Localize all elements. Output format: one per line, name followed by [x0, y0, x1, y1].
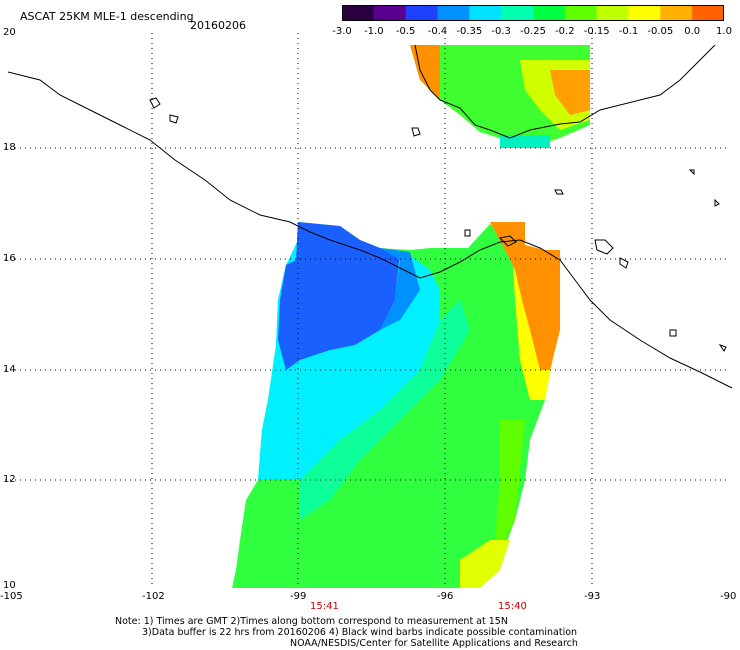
- colorbar-tick-label: -0.5: [395, 26, 416, 37]
- lat-label-20: 20: [3, 27, 16, 38]
- lon-label-93: -93: [584, 591, 601, 602]
- note-line-2: 3)Data buffer is 22 hrs from 20160206 4)…: [142, 627, 578, 638]
- lon-label-102: -102: [142, 591, 165, 602]
- colorbar-tick-label: -0.4: [427, 26, 448, 37]
- colorbar-tick-label: -1.0: [364, 26, 384, 37]
- colorbar-tick-label: -0.15: [583, 26, 610, 37]
- lat-label-18: 18: [3, 142, 16, 153]
- colorbar-segment: [660, 5, 693, 21]
- colorbar-segment: [469, 5, 502, 21]
- colorbar-segment: [342, 5, 375, 21]
- lat-label-10: 10: [3, 580, 16, 591]
- colorbar-tick-label: -0.05: [647, 26, 674, 37]
- colorbar-tick-label: -0.2: [555, 26, 575, 37]
- swath-north-orange2: [550, 70, 590, 115]
- note-line-1: Note: 1) Times are GMT 2)Times along bot…: [115, 616, 508, 627]
- map-date: 20160206: [190, 19, 246, 32]
- swath-orange: [490, 222, 560, 370]
- swath-north-cyan: [500, 135, 550, 148]
- lon-label-96: -96: [437, 591, 454, 602]
- swath-yellow-south: [460, 540, 510, 588]
- colorbar-segment: [692, 5, 724, 21]
- lat-label-16: 16: [3, 253, 16, 264]
- colorbar-segment: [437, 5, 470, 21]
- swath-blue: [278, 222, 400, 370]
- islands: [149, 97, 727, 352]
- grid: [5, 33, 730, 588]
- time-label-1541: 15:41: [310, 601, 339, 612]
- coastline: [7, 44, 733, 389]
- colorbar-segment: [564, 5, 598, 21]
- colorbar-tick-label: 1.0: [716, 26, 732, 37]
- colorbar: [342, 5, 724, 21]
- swath-lightblue: [380, 248, 420, 330]
- colorbar-segment: [596, 5, 629, 21]
- colorbar-tick-label: 0.0: [684, 26, 701, 37]
- colorbar-tick-label: -0.1: [618, 26, 639, 37]
- note-line-3: NOAA/NESDIS/Center for Satellite Applica…: [290, 638, 578, 649]
- colorbar-tick-label: -3.0: [332, 26, 352, 37]
- colorbar-tick-label: -0.3: [491, 26, 511, 37]
- colorbar-segment: [501, 5, 534, 21]
- map-title: ASCAT 25KM MLE-1 descending: [20, 10, 194, 23]
- colorbar-segment: [373, 5, 407, 21]
- colorbar-tick-label: -0.25: [520, 26, 546, 37]
- swath-layer: [232, 45, 590, 588]
- lat-label-12: 12: [3, 474, 16, 485]
- swath-teal: [300, 300, 470, 520]
- lon-label-99: -99: [290, 591, 307, 602]
- lon-label-90: -90: [720, 591, 737, 602]
- colorbar-segment: [628, 5, 661, 21]
- swath-north-orange: [410, 45, 440, 100]
- lat-label-14: 14: [3, 364, 16, 375]
- colorbar-border: [342, 5, 724, 21]
- time-label-1540: 15:40: [498, 601, 527, 612]
- colorbar-segment: [533, 5, 566, 21]
- colorbar-tick-label: -0.35: [456, 26, 483, 37]
- colorbar-segment: [405, 5, 438, 21]
- lon-label-105: -105: [0, 591, 23, 602]
